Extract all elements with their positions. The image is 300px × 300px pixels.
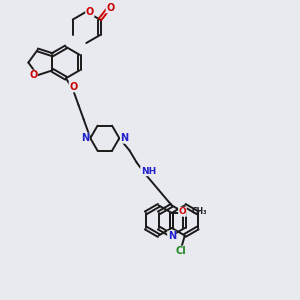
Text: N: N — [81, 133, 89, 143]
Text: O: O — [86, 7, 94, 17]
Text: O: O — [29, 70, 37, 80]
Text: O: O — [106, 3, 114, 13]
Text: N: N — [168, 231, 176, 241]
Text: CH₃: CH₃ — [191, 207, 207, 216]
Text: Cl: Cl — [176, 246, 187, 256]
Text: NH: NH — [141, 167, 156, 176]
Text: N: N — [120, 133, 129, 143]
Text: O: O — [178, 207, 186, 216]
Text: O: O — [69, 82, 77, 92]
